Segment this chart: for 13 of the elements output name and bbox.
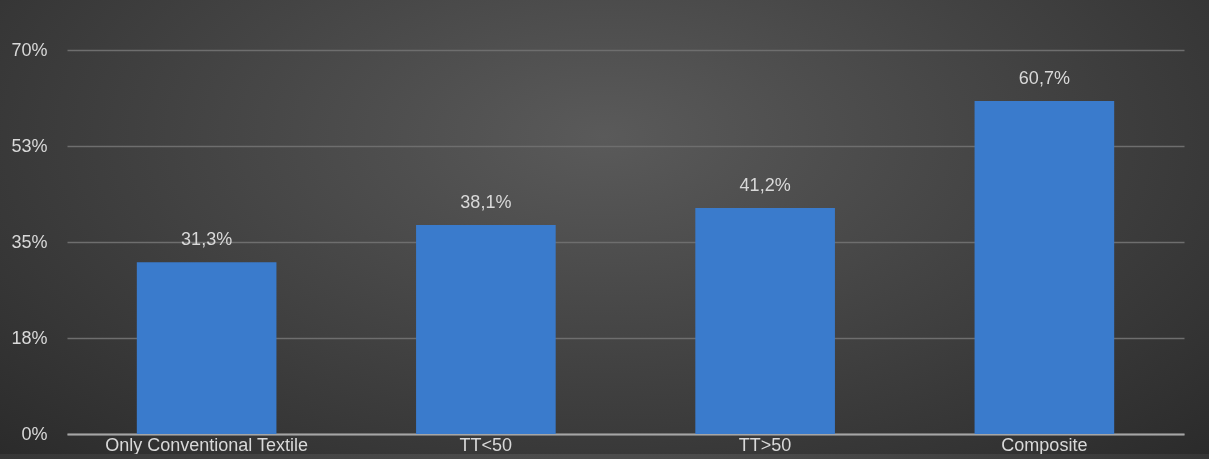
data-label: 38,1% — [460, 191, 512, 212]
y-tick-label: 53% — [11, 135, 48, 156]
data-label: 60,7% — [1018, 68, 1070, 89]
y-tick-label: 18% — [11, 327, 48, 348]
x-tick-label: TT<50 — [459, 434, 513, 455]
y-tick-label: 35% — [11, 231, 48, 252]
y-tick-label: 70% — [11, 39, 48, 60]
data-label: 41,2% — [739, 174, 791, 195]
x-tick-label: Composite — [1001, 434, 1088, 455]
x-tick-label: Only Conventional Textile — [105, 434, 309, 455]
data-label: 31,3% — [181, 229, 233, 250]
x-tick-label: TT>50 — [738, 434, 792, 455]
y-tick-label: 0% — [21, 423, 48, 444]
